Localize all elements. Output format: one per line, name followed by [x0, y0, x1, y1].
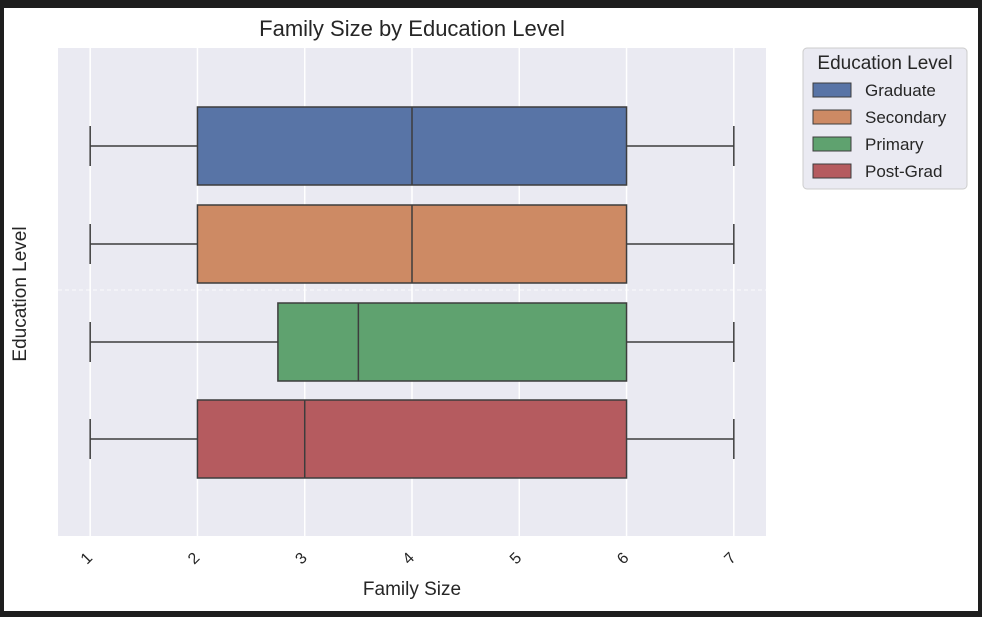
- x-tick-label: 2: [185, 550, 203, 568]
- legend-swatch: [812, 109, 852, 125]
- iqr-box: [277, 302, 628, 382]
- box-graduate: [89, 106, 735, 186]
- legend-swatch: [812, 82, 852, 98]
- legend-entry: Post-Grad: [865, 162, 942, 181]
- legend-swatch: [812, 163, 852, 179]
- y-axis-label: Education Level: [10, 226, 31, 361]
- box-secondary: [89, 204, 735, 284]
- x-tick-label: 1: [78, 550, 96, 568]
- x-tick-label: 4: [400, 550, 418, 568]
- x-tick-label: 5: [507, 550, 525, 568]
- x-tick-labels: 1 2 3 4 5 6 7: [78, 550, 740, 568]
- x-tick-label: 7: [721, 550, 739, 568]
- legend-title: Education Level: [817, 53, 952, 74]
- legend-entry: Secondary: [865, 108, 947, 127]
- legend: Education Level Graduate Secondary Primary…: [802, 47, 968, 190]
- legend-entry: Graduate: [865, 81, 936, 100]
- box-post-grad: [89, 399, 735, 479]
- boxes: [89, 106, 735, 479]
- legend-entry: Primary: [865, 135, 924, 154]
- figure: 1 2 3 4 5 6 7 Family Size by Education Level F…: [4, 8, 978, 611]
- x-tick-label: 6: [614, 550, 632, 568]
- boxplot-chart: 1 2 3 4 5 6 7 Family Size by Education Level F…: [10, 16, 968, 600]
- legend-swatch: [812, 136, 852, 152]
- x-tick-label: 3: [292, 550, 310, 568]
- box-primary: [89, 302, 735, 382]
- x-axis-label: Family Size: [363, 579, 461, 600]
- chart-title: Family Size by Education Level: [259, 16, 565, 41]
- iqr-box: [196, 399, 628, 479]
